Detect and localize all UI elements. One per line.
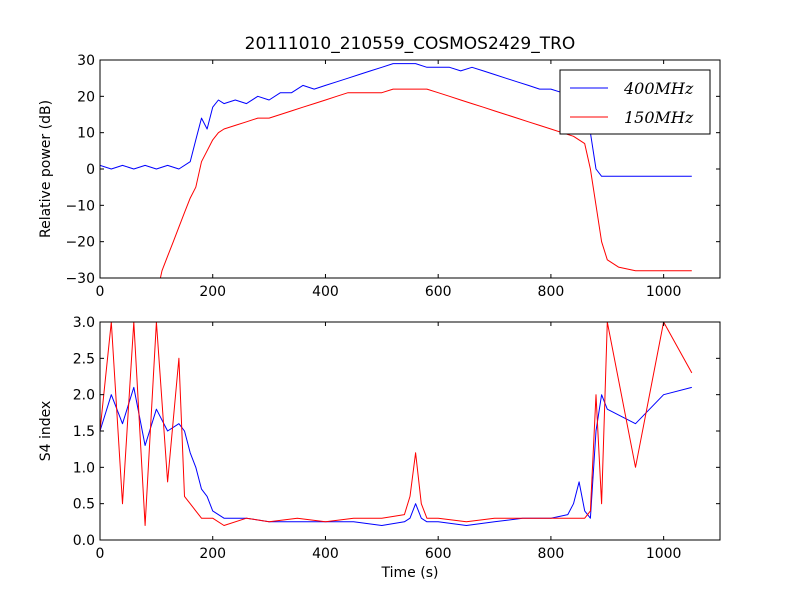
x-tick-label: 400: [312, 284, 339, 300]
x-tick-label: 800: [538, 546, 565, 562]
x-tick-label: 800: [538, 284, 565, 300]
x-tick-label: 1000: [646, 546, 682, 562]
x-tick-label: 1000: [646, 284, 682, 300]
chart-title: 20111010_210559_COSMOS2429_TRO: [245, 34, 576, 54]
y-tick-label: 3.0: [73, 315, 95, 331]
x-tick-label: 200: [199, 284, 226, 300]
series-group: [100, 322, 693, 526]
y-tick-label: 1.5: [73, 424, 95, 440]
y-tick-label: 10: [77, 126, 95, 142]
x-tick-label: 600: [425, 284, 452, 300]
x-tick-label: 200: [199, 546, 226, 562]
x-tick-label: 600: [425, 546, 452, 562]
series-line-150mhz: [100, 322, 693, 526]
y-tick-label: 30: [77, 53, 95, 69]
y-tick-label: 2.5: [73, 351, 95, 367]
legend-label: 400MHz: [623, 79, 694, 98]
y-tick-label: 0: [86, 162, 95, 178]
legend-box: [559, 69, 711, 135]
series-line-150mhz: [100, 88, 692, 278]
x-tick-label: 400: [312, 546, 339, 562]
y-tick-label: 1.0: [73, 460, 95, 476]
x-tick-label: 0: [96, 546, 105, 562]
y-tick-label: −10: [65, 198, 95, 214]
y-tick-label: 0.5: [73, 497, 95, 513]
y-tick-label: 20: [77, 89, 95, 105]
power-panel: 0 200 400 600 800 1000 −30 −20 −10 0 10 20 30 2011101…: [38, 34, 721, 300]
x-tick-label: 0: [96, 284, 105, 300]
y-tick-label: 2.0: [73, 388, 95, 404]
series-line-400mhz: [100, 386, 692, 526]
y-axis-label: Relative power (dB): [38, 100, 54, 238]
y-tick-label: 0.0: [73, 533, 95, 549]
x-axis-label: Time (s): [381, 565, 439, 581]
s4-panel: 0 200 400 600 800 1000 0.0 0.5 1.0 1.5 2.0 2.5 3.0 Ti…: [38, 315, 721, 581]
legend: 400MHz 150MHz: [559, 69, 711, 135]
y-tick-label: −30: [65, 271, 95, 287]
legend-label: 150MHz: [624, 108, 694, 127]
y-axis-label: S4 index: [38, 401, 54, 462]
y-tick-label: −20: [65, 235, 95, 251]
